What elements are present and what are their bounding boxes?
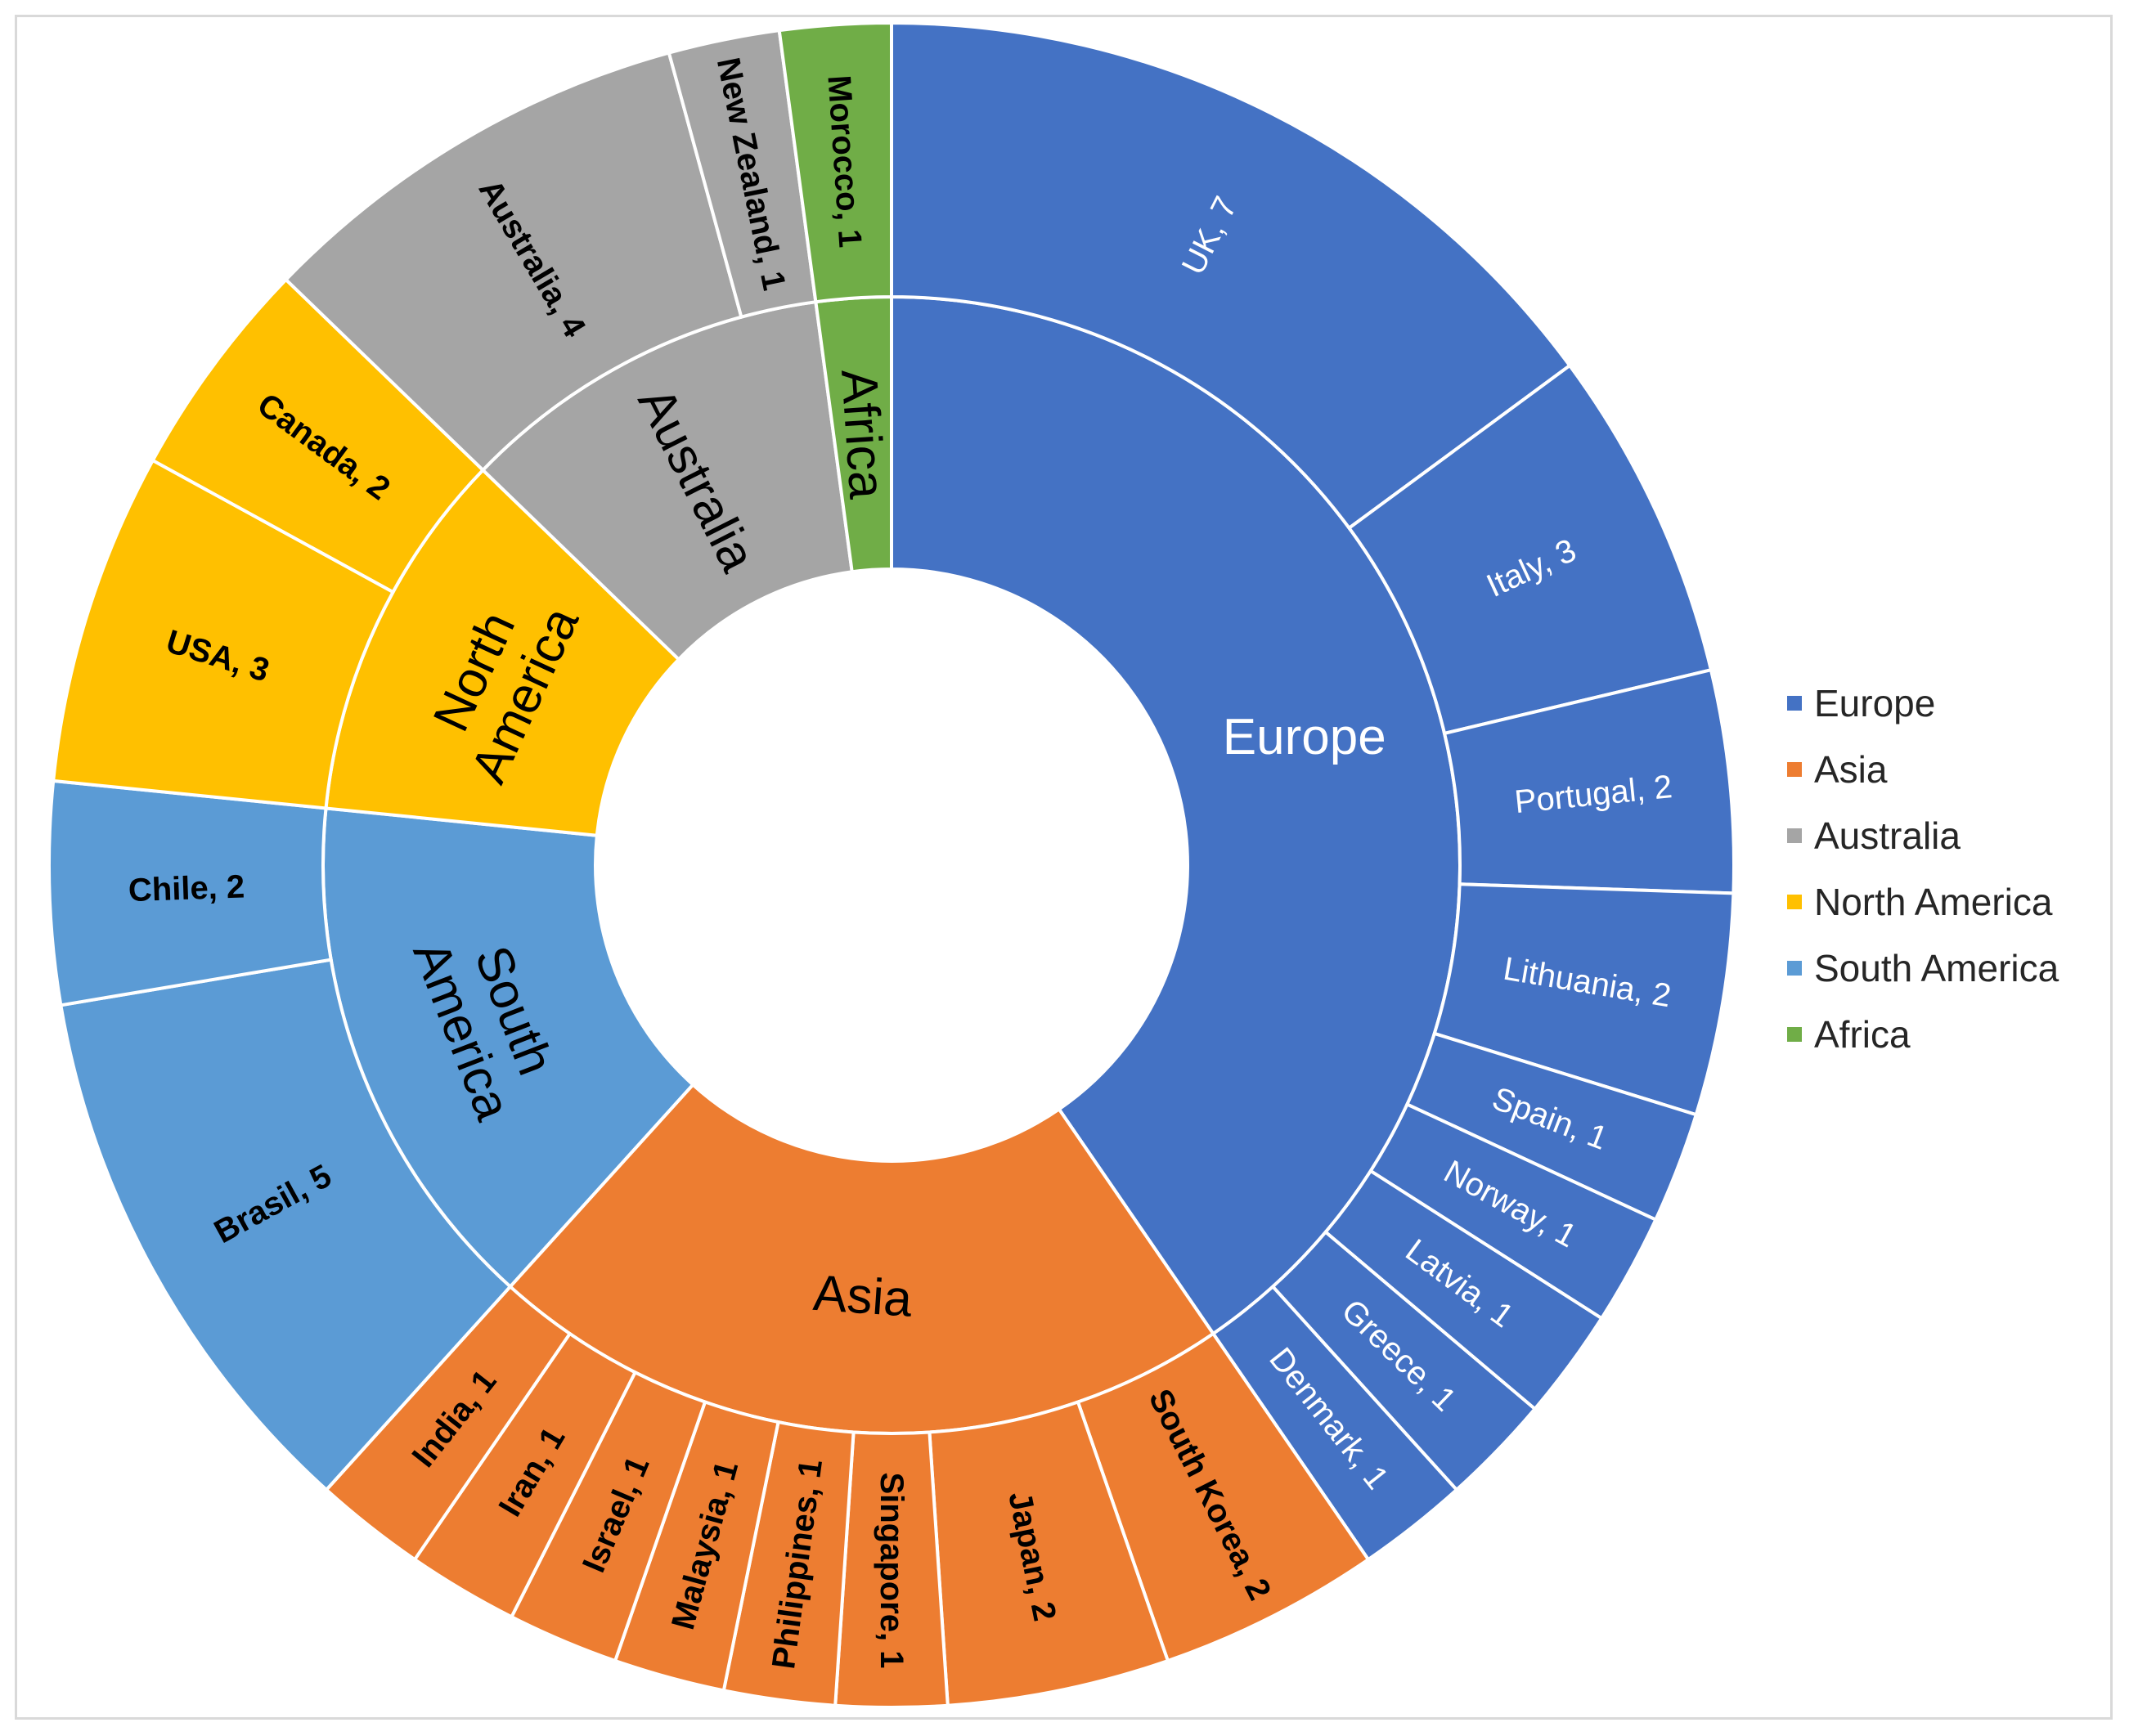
legend: Europe Asia Australia North America South Am…: [1787, 682, 2059, 1056]
inner-label-europe: Europe: [1223, 709, 1386, 765]
inner-label-africa: Africa: [830, 367, 895, 500]
legend-swatch-europe: [1787, 696, 1802, 711]
legend-label-europe: Europe: [1814, 682, 1935, 724]
inner-label-asia: Asia: [811, 1265, 914, 1328]
sunburst-rings: [47, 20, 1736, 1710]
inner-label-north-america: NorthAmerica: [410, 575, 590, 791]
legend-label-north-america: North America: [1814, 881, 2053, 923]
legend-swatch-africa: [1787, 1027, 1802, 1042]
segment-uk[interactable]: [890, 20, 1573, 531]
legend-label-africa: Africa: [1814, 1013, 1911, 1056]
segment-morocco[interactable]: [777, 20, 893, 304]
legend-swatch-north-america: [1787, 895, 1802, 909]
legend-swatch-south-america: [1787, 961, 1802, 976]
center-hole: [597, 571, 1186, 1160]
legend-swatch-asia: [1787, 762, 1802, 777]
legend-label-australia: Australia: [1814, 814, 1961, 857]
legend-swatch-australia: [1787, 828, 1802, 843]
label-chile: Chile, 2: [128, 868, 245, 908]
label-singapore: Singapore, 1: [874, 1472, 910, 1668]
legend-label-south-america: South America: [1814, 947, 2059, 989]
legend-label-asia: Asia: [1814, 748, 1888, 791]
